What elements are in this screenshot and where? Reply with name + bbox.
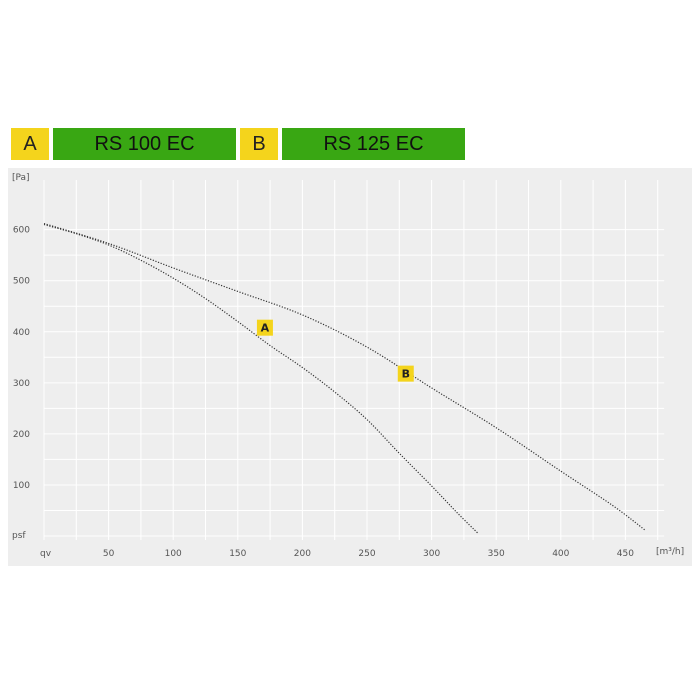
x-tick-label: 50 xyxy=(103,549,115,559)
x-axis-unit: [m³/h] xyxy=(656,547,684,557)
y-tick-label: 400 xyxy=(13,328,30,338)
plot-background xyxy=(8,168,692,566)
y-tick-label: 100 xyxy=(13,481,30,491)
legend-model-a: RS 100 EC xyxy=(53,128,236,160)
x-tick-label: 400 xyxy=(552,549,569,559)
y-tick-label: 200 xyxy=(13,430,30,440)
series-label-b: B xyxy=(402,368,410,381)
x-tick-label: 150 xyxy=(229,549,246,559)
legend-model-b: RS 125 EC xyxy=(282,128,465,160)
legend: A RS 100 EC B RS 125 EC xyxy=(11,128,465,160)
legend-key-a: A xyxy=(11,128,49,160)
x-tick-label: 450 xyxy=(617,549,634,559)
y-axis-symbol: psf xyxy=(12,531,26,541)
x-tick-label: 350 xyxy=(488,549,505,559)
y-tick-labels: 100 200 300 400 500 600 xyxy=(13,226,30,491)
y-tick-label: 300 xyxy=(13,379,30,389)
x-tick-label: 250 xyxy=(358,549,375,559)
y-tick-label: 500 xyxy=(13,277,30,287)
series-line-a xyxy=(43,223,479,534)
legend-key-b: B xyxy=(240,128,278,160)
y-tick-label: 600 xyxy=(13,226,30,236)
series-label-a: A xyxy=(261,322,270,335)
x-tick-labels: 50 100 150 200 250 300 350 400 450 xyxy=(103,549,634,559)
x-tick-label: 300 xyxy=(423,549,440,559)
y-axis-unit: [Pa] xyxy=(12,173,30,183)
grid xyxy=(43,180,665,540)
x-axis-symbol: qv xyxy=(40,549,52,559)
series-group: AB xyxy=(43,222,646,534)
series-badge-b xyxy=(397,365,414,382)
series-badge-a xyxy=(256,319,273,336)
x-tick-label: 100 xyxy=(165,549,182,559)
x-tick-label: 200 xyxy=(294,549,311,559)
